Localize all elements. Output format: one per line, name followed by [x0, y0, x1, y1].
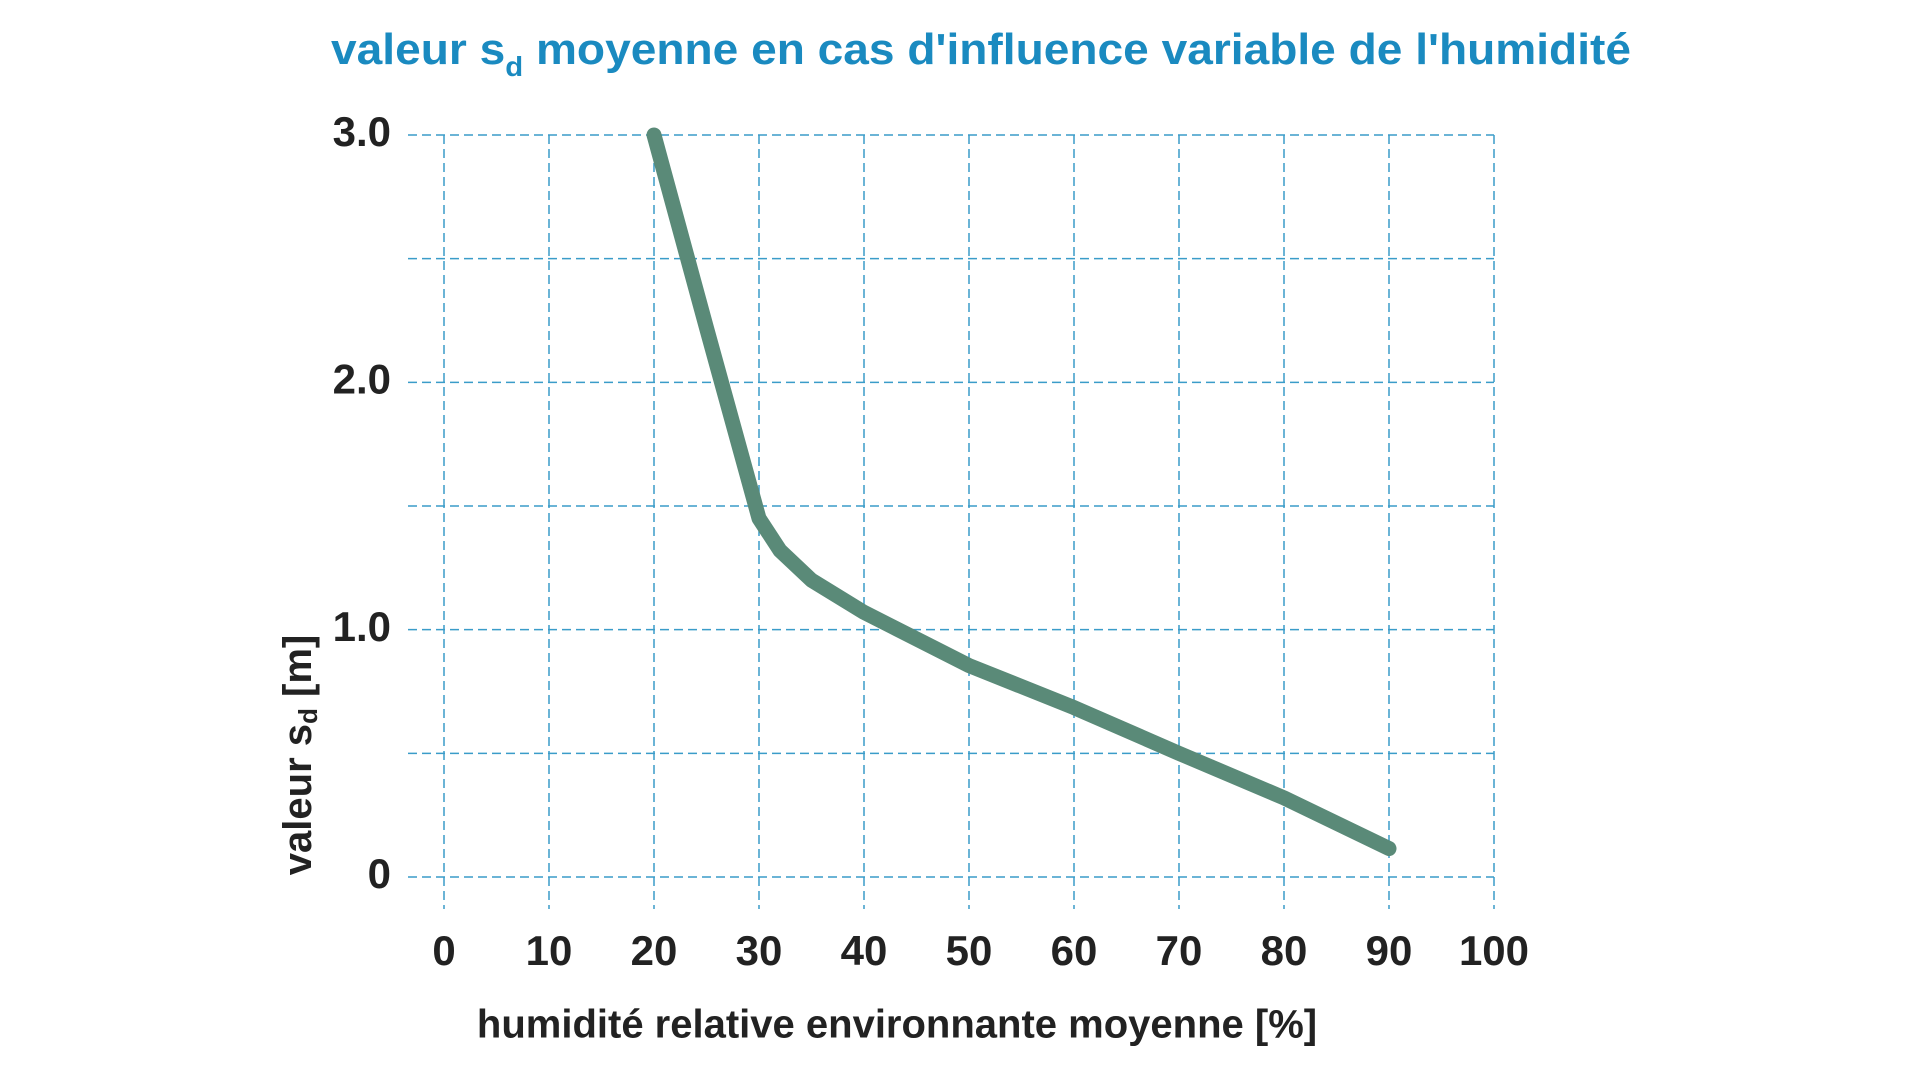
x-tick-label: 20	[631, 927, 678, 974]
y-tick-label: 2.0	[333, 355, 391, 402]
y-axis-title: valeur sd [m]	[276, 635, 323, 875]
x-tick-label: 0	[432, 927, 455, 974]
y-tick-label: 0	[368, 850, 391, 897]
x-tick-label: 10	[526, 927, 573, 974]
x-tick-label: 30	[736, 927, 783, 974]
x-tick-label: 100	[1459, 927, 1529, 974]
y-title-rest: [m]	[276, 635, 320, 708]
data-line	[646, 127, 1397, 857]
y-tick-label: 1.0	[333, 603, 391, 650]
x-tick-label: 40	[841, 927, 888, 974]
title-rest: moyenne en cas d'influence variable de l…	[523, 25, 1631, 74]
x-axis-title: humidité relative environnante moyenne […	[477, 1003, 1317, 1047]
x-tick-label: 50	[946, 927, 993, 974]
title-sub: d	[505, 51, 523, 82]
y-title-text: valeur s	[276, 724, 320, 875]
x-tick-label: 80	[1261, 927, 1308, 974]
y-tick-label: 3.0	[333, 108, 391, 155]
x-tick-label: 70	[1156, 927, 1203, 974]
title-text: valeur s	[331, 25, 505, 74]
x-tick-label: 60	[1051, 927, 1098, 974]
y-title-sub: d	[293, 708, 323, 724]
x-tick-label: 90	[1366, 927, 1413, 974]
